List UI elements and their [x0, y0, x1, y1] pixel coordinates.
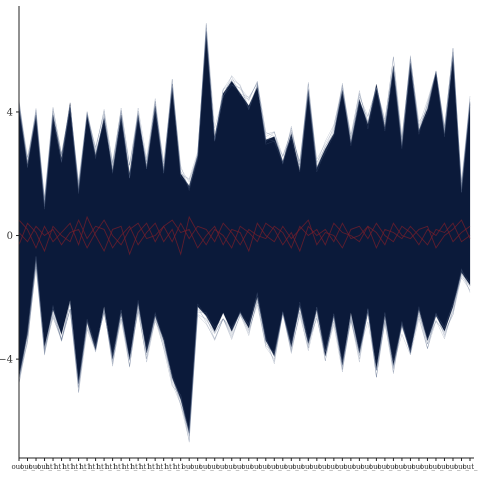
x-tick-label: out_	[445, 463, 461, 471]
x-tick-label: out_	[454, 463, 470, 471]
x-tick-label: out_	[267, 463, 283, 471]
x-tick-label: out_	[224, 463, 240, 471]
y-tick-label: −4	[0, 355, 13, 366]
x-tick-label: out_	[428, 463, 444, 471]
x-tick-label: out_	[343, 463, 359, 471]
x-tick-label: out_	[182, 463, 198, 471]
x-tick-label: out_	[28, 463, 44, 471]
series-trace-line	[18, 265, 471, 437]
x-tick-label: out_	[309, 463, 325, 471]
x-tick-label: out_	[411, 463, 427, 471]
x-tick-label: out_	[233, 463, 249, 471]
series-trace-line	[18, 256, 471, 441]
highlight-series-line-2	[18, 215, 471, 256]
x-tick-label: out_	[241, 463, 257, 471]
x-tick-label: out_	[11, 463, 27, 471]
x-tick-label: out_	[326, 463, 342, 471]
series-trace-line	[18, 33, 471, 198]
x-tick-label: out_	[386, 463, 402, 471]
x-tick-label: ht1_	[113, 463, 129, 471]
highlight-layer	[18, 215, 471, 256]
x-tick-label: ht1_	[105, 463, 121, 471]
x-tick-label: out_	[394, 463, 410, 471]
series-trace-line	[18, 35, 471, 207]
series-trace-line	[18, 30, 471, 204]
x-tick-label: out_	[352, 463, 368, 471]
x-tick-label: out_	[318, 463, 334, 471]
x-tick-label: ht1_	[45, 463, 61, 471]
x-tick-label: ht1_	[165, 463, 181, 471]
x-tick-label: ht1_	[62, 463, 78, 471]
x-tick-label: out_	[369, 463, 385, 471]
x-tick-label: out_	[377, 463, 393, 471]
x-tick-label: out_	[437, 463, 453, 471]
x-tick-label: ht1_	[139, 463, 155, 471]
x-tick-label: out_	[403, 463, 419, 471]
x-tick-label: out_	[284, 463, 300, 471]
x-tick-label: out_	[292, 463, 308, 471]
series-trace-line	[18, 23, 471, 206]
x-tick-label: ht1_	[79, 463, 95, 471]
x-tick-label: out_	[250, 463, 266, 471]
series-trace-line	[18, 257, 471, 435]
x-tick-label: out_	[37, 463, 53, 471]
x-tick-label: ht1_	[156, 463, 172, 471]
x-tick-label: ht1_	[130, 463, 146, 471]
x-tick-label: out_	[462, 463, 478, 471]
series-trace-line	[18, 264, 471, 443]
highlight-series-line-3	[18, 219, 471, 249]
axes-layer: −404out_out_out_out_ht1_ht1_ht1_ht1_ht1_…	[0, 6, 478, 471]
x-tick-label: out_	[190, 463, 206, 471]
x-tick-label: out_	[420, 463, 436, 471]
series-trace-line	[18, 259, 471, 430]
x-tick-label: ht1_	[173, 463, 189, 471]
series-trace-line	[18, 24, 471, 202]
x-tick-label: out_	[275, 463, 291, 471]
series-layer	[18, 23, 471, 443]
series-trace-line	[18, 27, 471, 210]
x-tick-label: ht1_	[71, 463, 87, 471]
x-tick-label: out_	[335, 463, 351, 471]
y-tick-label: 0	[7, 231, 13, 242]
x-tick-label: out_	[216, 463, 232, 471]
x-tick-label: out_	[20, 463, 36, 471]
highlight-series-line-1	[18, 215, 471, 256]
y-tick-label: 4	[7, 107, 13, 118]
series-trace-line	[18, 32, 471, 199]
x-tick-label: ht1_	[96, 463, 112, 471]
series-trace-line	[18, 267, 471, 432]
x-tick-label: out_	[301, 463, 317, 471]
x-tick-label: out_	[199, 463, 215, 471]
x-tick-label: out_	[360, 463, 376, 471]
x-tick-label: ht1_	[88, 463, 104, 471]
x-tick-label: out_	[207, 463, 223, 471]
x-tick-label: ht1_	[122, 463, 138, 471]
series-trace-line	[18, 262, 471, 434]
x-tick-label: ht1_	[148, 463, 164, 471]
series-envelope-band	[18, 31, 471, 434]
x-tick-label: ht1_	[54, 463, 70, 471]
x-tick-label: out_	[258, 463, 274, 471]
